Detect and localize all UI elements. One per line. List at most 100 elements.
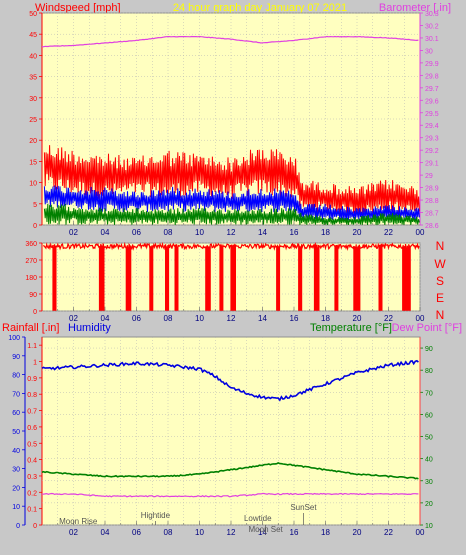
p1-xtick-label: 04	[101, 228, 110, 237]
p2-xtick-label: 10	[195, 314, 204, 323]
p2-left-ytick-label: 0	[33, 309, 37, 316]
p1-xtick-label: 14	[258, 228, 267, 237]
p1-xtick-label: 10	[195, 228, 204, 237]
p1-left-ytick-label: 20	[29, 138, 37, 145]
wind-gust-line	[43, 145, 420, 216]
wind-direction-line	[43, 241, 420, 311]
sunset-label: SunSet	[290, 503, 317, 512]
p3-right-ytick-label: 10	[425, 523, 433, 530]
p3-right-ytick-label: 70	[425, 390, 433, 397]
p2-xtick-label: 20	[353, 314, 362, 323]
p3-outer-ytick-label: 100	[8, 335, 20, 342]
panel1-content: 02 04 06 08 10 12 14 16 18 20 22 000510152025303540…	[29, 11, 439, 237]
humidity-title: Humidity	[68, 322, 111, 334]
p3-xtick-label: 02	[69, 528, 78, 537]
p3-right-ytick-label: 80	[425, 368, 433, 375]
graph-date-title: 24 hour graph day January 07 2021	[173, 2, 347, 14]
humidity-line	[41, 359, 419, 402]
p1-right-ytick-label: 28.9	[425, 186, 439, 193]
p3-xtick-label: 22	[384, 528, 393, 537]
p3-outer-ytick-label: 30	[12, 467, 20, 474]
p2-xtick-label: 14	[258, 314, 267, 323]
p2-xtick-label: 02	[69, 314, 78, 323]
wind-avg-line	[43, 185, 420, 221]
p2-xtick-label: 18	[321, 314, 330, 323]
p1-right-ytick-label: 30.3	[425, 11, 439, 18]
p2-xtick-label: 12	[227, 314, 236, 323]
p3-right-ytick-label: 40	[425, 457, 433, 464]
p3-outer-ytick-label: 50	[12, 429, 20, 436]
p1-right-ytick-label: 30.1	[425, 36, 439, 43]
p3-inner-ytick-label: 0.8	[27, 392, 37, 399]
direction-letter-e: E	[436, 291, 444, 305]
p1-left-ytick-label: 25	[29, 117, 37, 124]
p3-inner-ytick-label: 0.5	[27, 441, 37, 448]
panel3-content: 02 04 06 08 10 12 14 16 18 20 22 000102030405060708…	[8, 335, 433, 537]
p1-xtick-label: 22	[384, 228, 393, 237]
p1-right-ytick-label: 29.3	[425, 136, 439, 143]
barometer-title: Barometer [.in]	[379, 2, 451, 14]
p3-outer-ytick-label: 80	[12, 373, 20, 380]
lowtide-label: Lowtide	[244, 514, 272, 523]
p2-xtick-label: 04	[101, 314, 110, 323]
p1-right-ytick-label: 29.9	[425, 61, 439, 68]
p3-outer-ytick-label: 40	[12, 448, 20, 455]
p3-right-ytick-label: 20	[425, 501, 433, 508]
p3-xtick-label: 00	[416, 528, 425, 537]
p3-outer-ytick-label: 70	[12, 391, 20, 398]
p3-outer-ytick-label: 0	[16, 523, 20, 530]
direction-letter-n-bottom: N	[436, 308, 445, 322]
p3-inner-ytick-label: 0.3	[27, 474, 37, 481]
p3-xtick-label: 04	[101, 528, 110, 537]
p1-right-ytick-label: 29.1	[425, 161, 439, 168]
p2-xtick-label: 00	[416, 314, 425, 323]
p3-xtick-label: 12	[227, 528, 236, 537]
p1-xtick-label: 00	[416, 228, 425, 237]
p1-left-ytick-label: 45	[29, 32, 37, 39]
p1-xtick-label: 16	[290, 228, 299, 237]
p1-right-ytick-label: 28.7	[425, 211, 439, 218]
hightide-label: Hightide	[141, 511, 171, 520]
p1-xtick-label: 08	[164, 228, 173, 237]
p3-inner-ytick-label: 0	[33, 523, 37, 530]
p2-left-ytick-label: 270	[25, 258, 37, 265]
p1-left-ytick-label: 50	[29, 11, 37, 18]
p1-right-ytick-label: 30	[425, 48, 433, 55]
p1-xtick-label: 02	[69, 228, 78, 237]
p1-left-ytick-label: 0	[33, 223, 37, 230]
p2-left-ytick-label: 180	[25, 275, 37, 282]
p3-inner-ytick-label: 0.6	[27, 425, 37, 432]
p3-inner-ytick-label: 0.7	[27, 409, 37, 416]
p1-xtick-label: 18	[321, 228, 330, 237]
p3-outer-ytick-label: 10	[12, 504, 20, 511]
barometer-line	[41, 35, 419, 48]
p3-xtick-label: 16	[290, 528, 299, 537]
p1-right-ytick-label: 29.7	[425, 86, 439, 93]
p1-right-ytick-label: 28.6	[425, 223, 439, 230]
p1-xtick-label: 20	[353, 228, 362, 237]
rainfall-title: Rainfall [.in]	[2, 322, 59, 334]
p3-inner-ytick-label: 0.4	[27, 458, 37, 465]
p1-xtick-label: 06	[132, 228, 141, 237]
p1-right-ytick-label: 29.6	[425, 98, 439, 105]
p1-left-ytick-label: 10	[29, 181, 37, 188]
direction-letter-s: S	[436, 274, 444, 288]
temperature-line	[41, 462, 419, 480]
p3-outer-ytick-label: 90	[12, 354, 20, 361]
dewpoint-title: Dew Point [°F]	[392, 322, 462, 334]
p1-left-ytick-label: 40	[29, 53, 37, 60]
p3-right-ytick-label: 90	[425, 346, 433, 353]
p2-left-ytick-label: 360	[25, 241, 37, 248]
p3-xtick-label: 14	[258, 528, 267, 537]
p3-right-ytick-label: 60	[425, 412, 433, 419]
p3-xtick-label: 08	[164, 528, 173, 537]
p3-outer-ytick-label: 60	[12, 410, 20, 417]
p1-right-ytick-label: 29.8	[425, 73, 439, 80]
p3-xtick-label: 06	[132, 528, 141, 537]
p3-inner-ytick-label: 0.1	[27, 507, 37, 514]
p2-xtick-label: 08	[164, 314, 173, 323]
windspeed-title: Windspeed [mph]	[35, 2, 121, 14]
p1-left-ytick-label: 35	[29, 75, 37, 82]
p1-xtick-label: 12	[227, 228, 236, 237]
